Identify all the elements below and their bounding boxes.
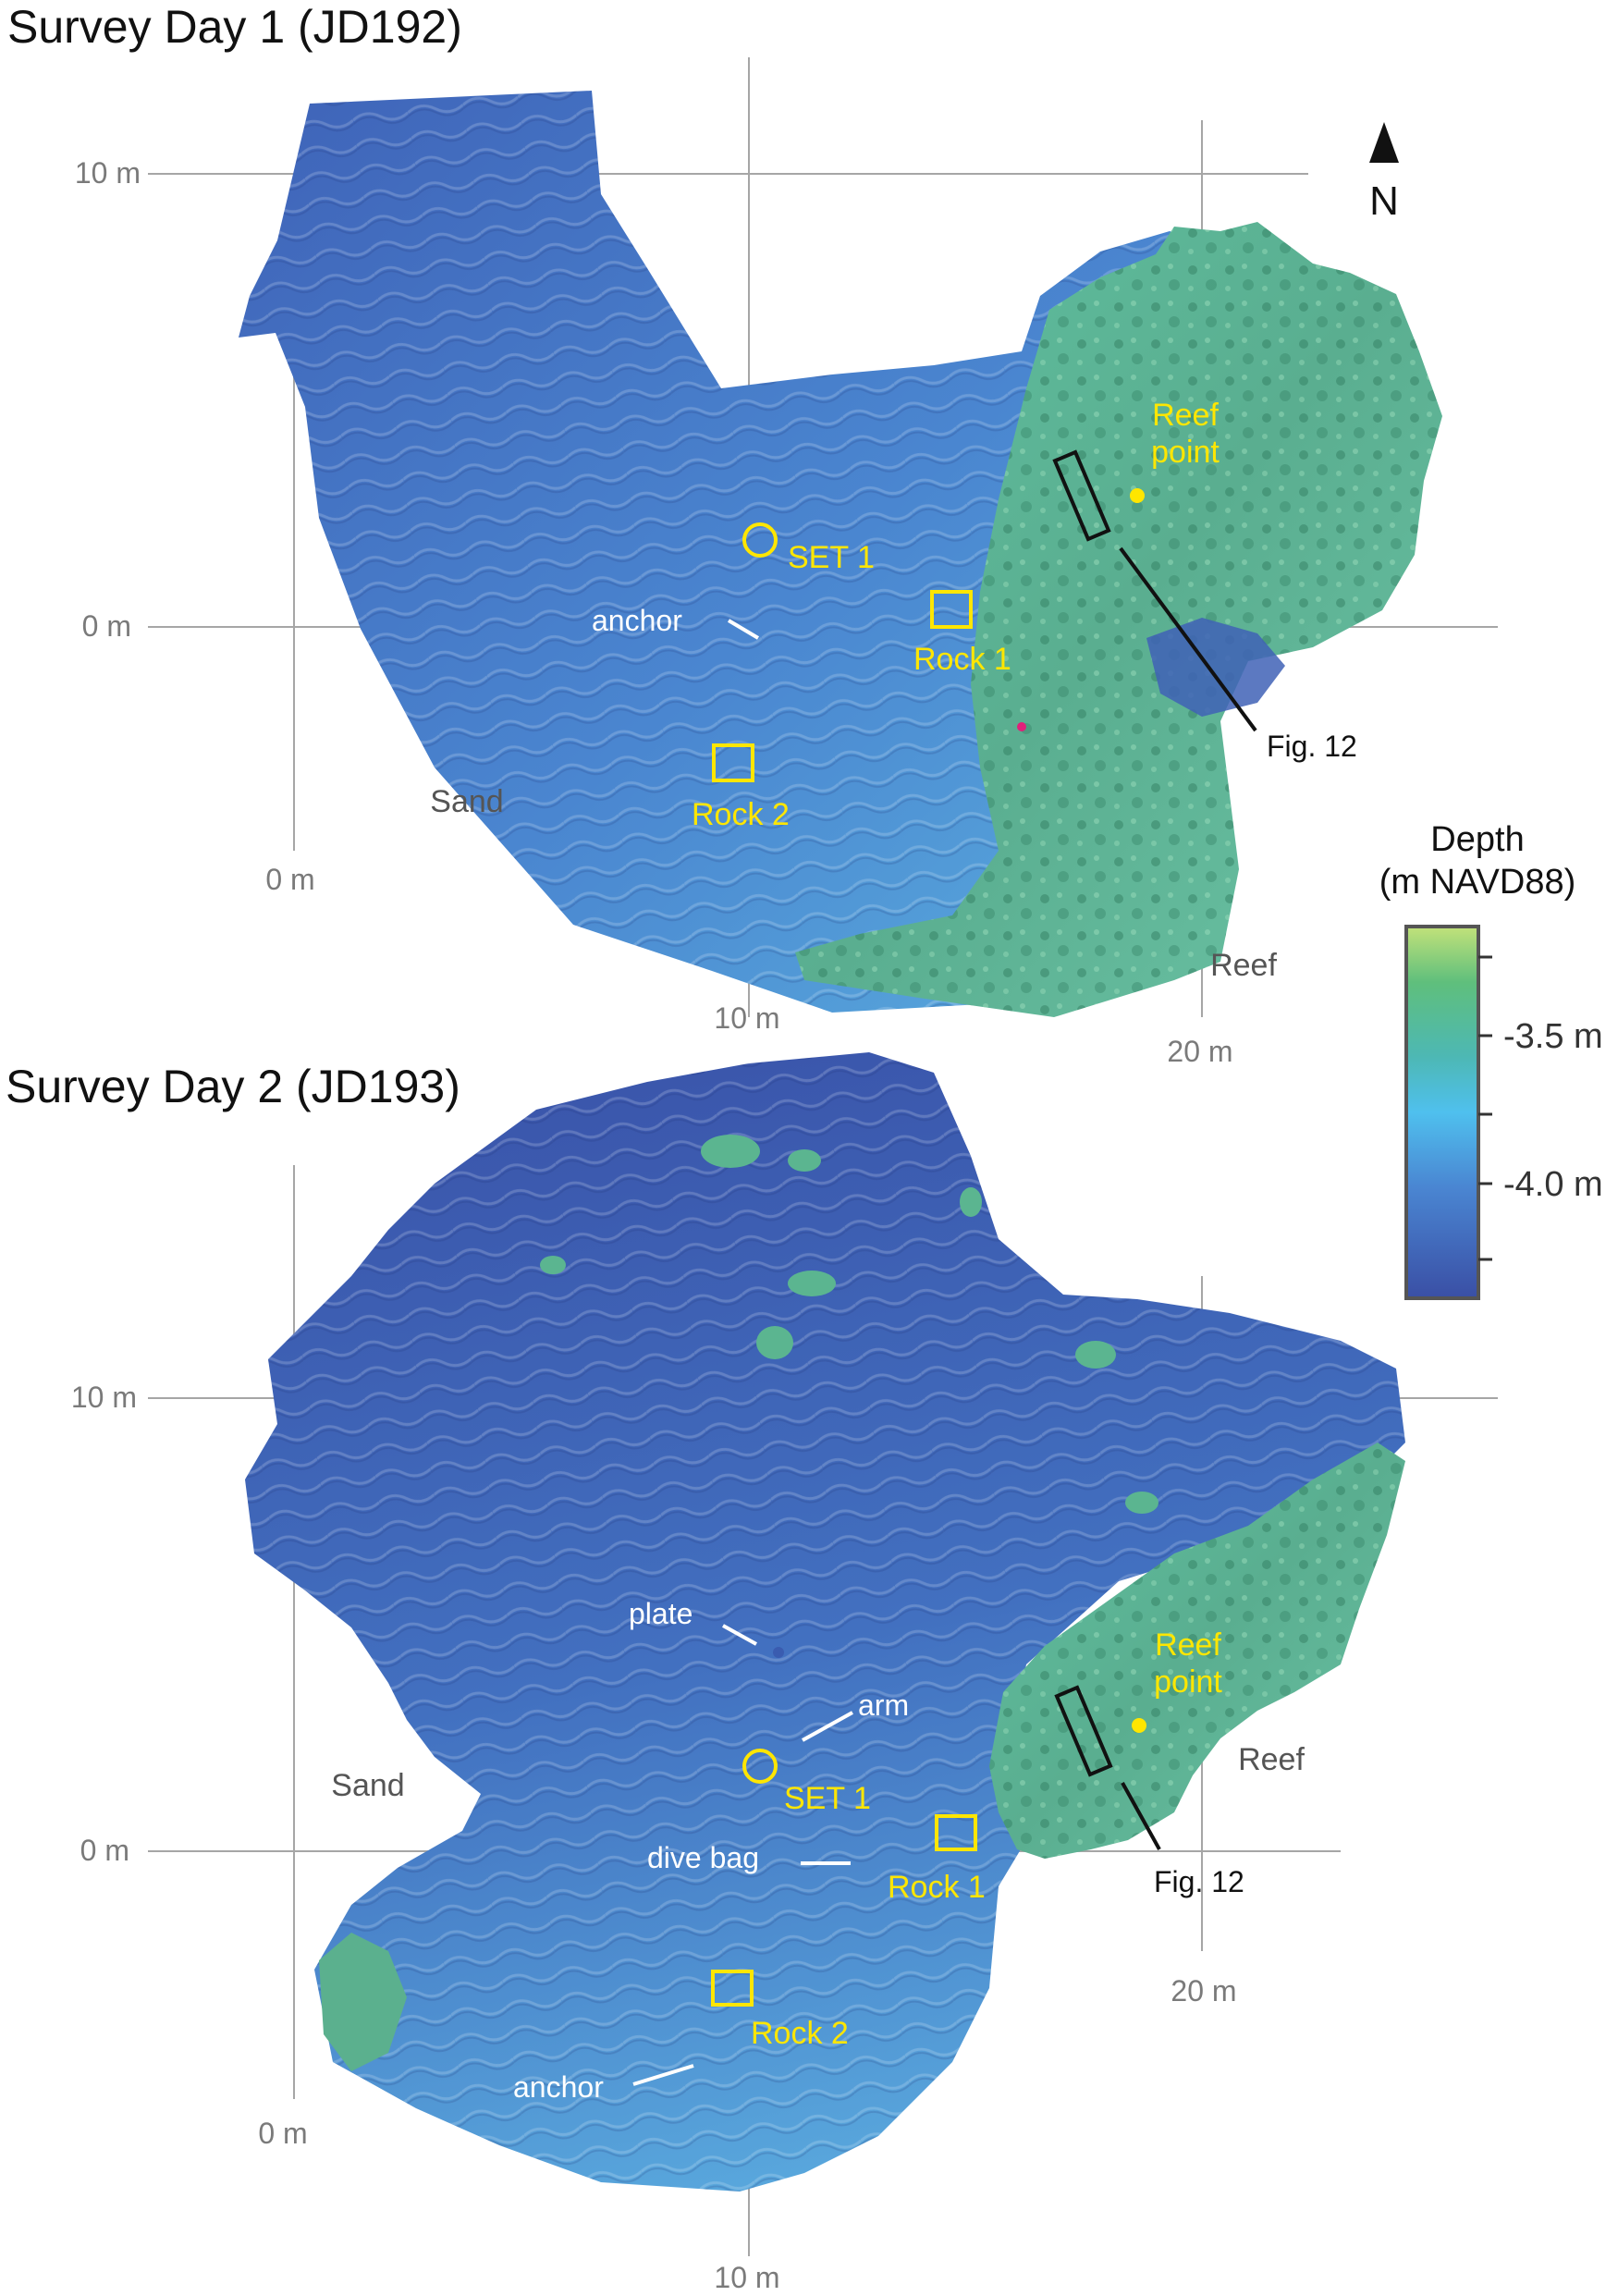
anchor-label: anchor — [592, 604, 682, 637]
x-tick-label: 10 m — [714, 2261, 779, 2294]
fig12-label: Fig. 12 — [1154, 1865, 1244, 1898]
area-label-sand: Sand — [430, 784, 503, 819]
set1-circle — [742, 1749, 778, 1784]
magenta-point — [1017, 722, 1026, 731]
marker-rock2: Rock 2 — [692, 743, 790, 832]
rock1-label: Rock 1 — [888, 1870, 986, 1905]
reef-point-dot — [1132, 1718, 1146, 1733]
legend-tick-label: -4.0 m — [1503, 1165, 1603, 1204]
reef-texture — [989, 1443, 1405, 1859]
marker-set1: SET 1 — [742, 522, 875, 575]
fig12-leader — [1121, 1782, 1161, 1850]
plate-label: plate — [629, 1597, 693, 1630]
depth-legend: Depth (m NAVD88) -3.5 m -4.0 m — [1379, 820, 1603, 1300]
figure-12-callout: Fig. 12 — [1054, 1685, 1244, 1898]
x-tick-label: 0 m — [265, 863, 314, 896]
figure-12-callout: Fig. 12 — [1052, 449, 1357, 763]
plate-leader — [722, 1624, 757, 1646]
north-label: N — [1369, 178, 1399, 224]
marker-rock2: Rock 2 — [711, 1970, 849, 2051]
annotation-anchor: anchor — [592, 604, 760, 640]
anchor-leader — [632, 2064, 694, 2086]
annotation-anchor: anchor — [513, 2064, 694, 2104]
set1-label: SET 1 — [784, 1781, 871, 1816]
tick-labels: 10 m 0 m 0 m 10 m 20 m — [71, 1381, 1237, 2294]
annotation-dive-bag: dive bag — [647, 1841, 851, 1874]
y-tick-label: 10 m — [75, 156, 141, 190]
rock1-square — [930, 590, 973, 629]
area-label-reef: Reef — [1238, 1742, 1305, 1777]
arm-leader — [802, 1711, 853, 1742]
legend-title-line2: (m NAVD88) — [1379, 863, 1576, 902]
reef-point-label-line1: Reef — [1155, 1627, 1221, 1663]
fig12-transect-box — [1052, 449, 1111, 542]
annotation-arm: arm — [802, 1688, 909, 1742]
arm-label: arm — [858, 1688, 909, 1722]
rock2-square — [711, 1970, 754, 2007]
dive-bag-label: dive bag — [647, 1841, 759, 1874]
bathymetry-surface — [239, 91, 1442, 1017]
panel-title: Survey Day 1 (JD192) — [7, 1, 462, 53]
y-tick-label: 10 m — [71, 1381, 137, 1414]
legend-tick-label: -3.5 m — [1503, 1017, 1603, 1056]
marker-rock1: Rock 1 — [888, 1814, 986, 1905]
legend-title-line1: Depth — [1430, 820, 1524, 859]
x-tick-label: 20 m — [1167, 1035, 1232, 1068]
x-tick-label: 0 m — [258, 2117, 307, 2150]
reef-point-dot — [1130, 488, 1145, 503]
fig12-transect-box — [1054, 1685, 1113, 1777]
rock2-square — [712, 743, 754, 782]
marker-set1: SET 1 — [742, 1749, 871, 1816]
marker-rock1: Rock 1 — [913, 590, 1011, 677]
annotation-plate: plate — [629, 1597, 784, 1658]
reef-point-label-line2: point — [1154, 1664, 1222, 1700]
set1-label: SET 1 — [788, 540, 875, 575]
marker-reef-point: Reef point — [1132, 1627, 1222, 1733]
legend-colorbar — [1404, 925, 1480, 1300]
x-tick-label: 20 m — [1171, 1974, 1236, 2007]
legend-ticks — [1478, 955, 1492, 1261]
y-tick-label: 0 m — [82, 609, 131, 643]
reef-outcrop-southwest — [319, 1933, 407, 2071]
panel-day1: Survey Day 1 (JD192) 10 m 0 m 0 m 10 m 2… — [7, 1, 1498, 1068]
north-arrow: N — [1369, 122, 1399, 224]
reef-texture — [795, 222, 1442, 1017]
reef-deep-channel — [1146, 618, 1285, 717]
rock1-square — [935, 1814, 977, 1851]
fig12-leader — [1119, 546, 1257, 732]
anchor-leader — [727, 619, 760, 640]
sand-ripple-texture — [245, 1052, 1405, 2192]
y-tick-label: 0 m — [80, 1834, 129, 1867]
x-tick-label: 10 m — [714, 1001, 779, 1035]
plate-object — [773, 1647, 784, 1658]
reef-point-label-line1: Reef — [1152, 398, 1219, 433]
reef-patches — [540, 1135, 1158, 1514]
panel-day2: Survey Day 2 (JD193) — [6, 1052, 1498, 2294]
area-label-reef: Reef — [1210, 948, 1277, 983]
north-arrow-icon — [1369, 122, 1399, 163]
rock2-label: Rock 2 — [751, 2016, 849, 2051]
tick-labels: 10 m 0 m 0 m 10 m 20 m — [75, 156, 1233, 1068]
fig12-label: Fig. 12 — [1267, 730, 1357, 763]
marker-reef-point: Reef point — [1130, 398, 1220, 503]
area-label-sand: Sand — [331, 1768, 404, 1803]
rock2-label: Rock 2 — [692, 797, 790, 832]
bathymetry-surface — [245, 1052, 1405, 2192]
rock1-label: Rock 1 — [913, 642, 1011, 677]
anchor-label: anchor — [513, 2070, 604, 2104]
panel-title: Survey Day 2 (JD193) — [6, 1061, 460, 1112]
reef-point-label-line2: point — [1151, 435, 1220, 470]
set1-circle — [742, 522, 778, 558]
